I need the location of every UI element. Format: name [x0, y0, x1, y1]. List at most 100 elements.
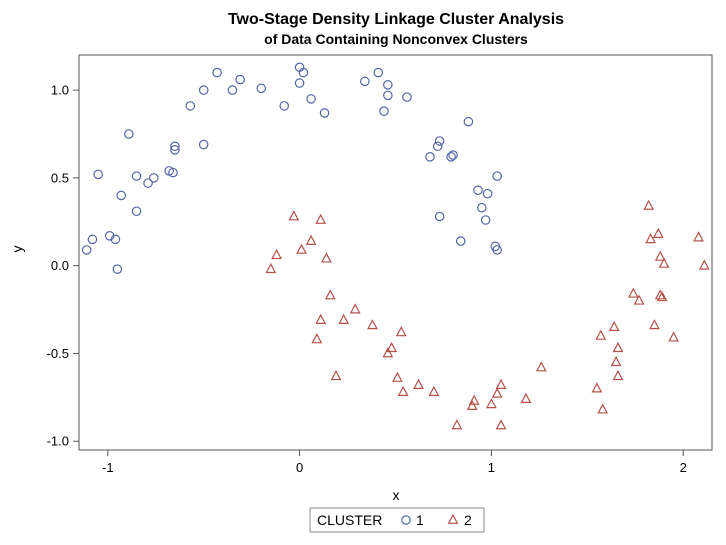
data-point-cluster-2 — [595, 329, 607, 340]
data-point-cluster-1 — [294, 78, 305, 88]
data-point-cluster-1 — [319, 108, 330, 118]
data-point-cluster-2 — [315, 213, 327, 224]
data-point-cluster-2 — [265, 262, 277, 274]
data-point-cluster-1 — [455, 236, 466, 246]
data-point-cluster-2 — [612, 369, 624, 381]
legend-label-1: 1 — [416, 512, 424, 528]
data-point-cluster-2 — [658, 257, 670, 268]
data-point-cluster-1 — [448, 150, 458, 160]
x-tick-label: -1 — [102, 460, 114, 475]
data-point-cluster-2 — [654, 289, 666, 300]
x-axis: -1 0 1 2 — [102, 450, 687, 475]
data-point-cluster-1 — [425, 152, 435, 162]
data-point-cluster-1 — [482, 188, 493, 199]
data-point-cluster-2 — [633, 294, 645, 305]
data-point-cluster-2 — [698, 259, 710, 270]
data-point-cluster-1 — [93, 169, 103, 180]
data-point-cluster-2 — [597, 403, 609, 414]
data-point-cluster-2 — [649, 319, 660, 330]
legend-triangle-marker — [447, 513, 459, 524]
data-point-cluster-2 — [627, 287, 639, 298]
data-point-cluster-2 — [397, 385, 409, 396]
data-point-cluster-2 — [330, 369, 342, 381]
data-point-cluster-1 — [131, 206, 142, 217]
scatter-points — [81, 62, 710, 430]
y-tick-label: -0.5 — [47, 346, 69, 361]
data-point-cluster-1 — [373, 67, 384, 78]
data-point-cluster-2 — [428, 385, 440, 396]
y-axis: -1.0 -0.5 0.0 0.5 1.0 — [47, 83, 79, 449]
data-point-cluster-1 — [306, 94, 316, 104]
data-point-cluster-1 — [279, 101, 290, 111]
data-point-cluster-2 — [288, 210, 300, 221]
x-axis-label: x — [393, 487, 400, 503]
y-tick-label: 0.0 — [51, 258, 69, 273]
data-point-cluster-1 — [227, 85, 238, 95]
data-point-cluster-1 — [434, 211, 445, 222]
data-point-cluster-2 — [321, 252, 332, 263]
data-point-cluster-2 — [338, 313, 350, 324]
data-point-cluster-2 — [468, 394, 480, 405]
data-point-cluster-1 — [235, 74, 245, 85]
data-point-cluster-2 — [305, 234, 317, 245]
data-point-cluster-1 — [379, 106, 389, 116]
data-point-cluster-1 — [212, 67, 222, 78]
data-point-cluster-2 — [382, 347, 394, 358]
data-point-cluster-1 — [87, 234, 98, 245]
legend-circle-marker — [401, 515, 411, 525]
data-point-cluster-1 — [360, 76, 370, 87]
y-tick-label: -1.0 — [47, 434, 69, 449]
data-point-cluster-2 — [413, 378, 424, 389]
data-point-cluster-2 — [495, 378, 507, 389]
data-point-cluster-1 — [256, 83, 267, 94]
data-point-cluster-1 — [473, 185, 483, 195]
legend-label-2: 2 — [464, 512, 472, 528]
data-point-cluster-1 — [143, 178, 153, 188]
data-point-cluster-2 — [296, 243, 307, 254]
y-axis-label: y — [9, 246, 25, 253]
data-point-cluster-2 — [466, 399, 478, 411]
data-point-cluster-1 — [477, 202, 487, 213]
data-point-cluster-1 — [124, 129, 134, 139]
data-point-cluster-2 — [535, 361, 547, 372]
y-tick-label: 0.5 — [51, 170, 69, 185]
data-point-cluster-2 — [386, 341, 398, 353]
y-tick-label: 1.0 — [51, 83, 69, 98]
data-point-cluster-2 — [491, 387, 503, 398]
data-point-cluster-1 — [383, 90, 393, 101]
x-tick-label: 0 — [296, 460, 303, 475]
data-point-cluster-2 — [520, 392, 532, 403]
data-point-cluster-1 — [170, 141, 180, 152]
data-point-cluster-1 — [298, 67, 309, 78]
data-point-cluster-2 — [591, 382, 603, 393]
data-point-cluster-1 — [112, 264, 123, 274]
data-point-cluster-2 — [652, 227, 664, 238]
data-point-cluster-2 — [315, 313, 327, 324]
data-point-cluster-2 — [693, 231, 704, 242]
data-point-cluster-2 — [271, 248, 282, 260]
data-point-cluster-1 — [446, 152, 456, 162]
data-point-cluster-1 — [116, 190, 126, 201]
data-point-cluster-2 — [324, 289, 336, 300]
data-point-cluster-1 — [402, 92, 412, 102]
data-point-cluster-2 — [656, 290, 668, 302]
data-point-cluster-2 — [486, 398, 497, 409]
legend-title: CLUSTER — [317, 512, 382, 528]
data-point-cluster-2 — [612, 341, 624, 353]
x-tick-label: 1 — [488, 460, 495, 475]
data-point-cluster-1 — [168, 167, 178, 178]
data-point-cluster-2 — [495, 419, 507, 430]
data-point-cluster-1 — [463, 116, 474, 127]
plot-frame — [78, 54, 713, 451]
data-point-cluster-1 — [185, 101, 196, 111]
data-point-cluster-2 — [610, 355, 622, 367]
x-tick-label: 2 — [680, 460, 687, 475]
data-point-cluster-2 — [395, 326, 407, 337]
data-point-cluster-1 — [198, 85, 209, 95]
data-point-cluster-2 — [668, 331, 680, 342]
data-point-cluster-2 — [367, 319, 378, 330]
data-point-cluster-1 — [492, 245, 502, 255]
data-point-cluster-1 — [434, 136, 445, 146]
data-point-cluster-2 — [608, 320, 620, 332]
